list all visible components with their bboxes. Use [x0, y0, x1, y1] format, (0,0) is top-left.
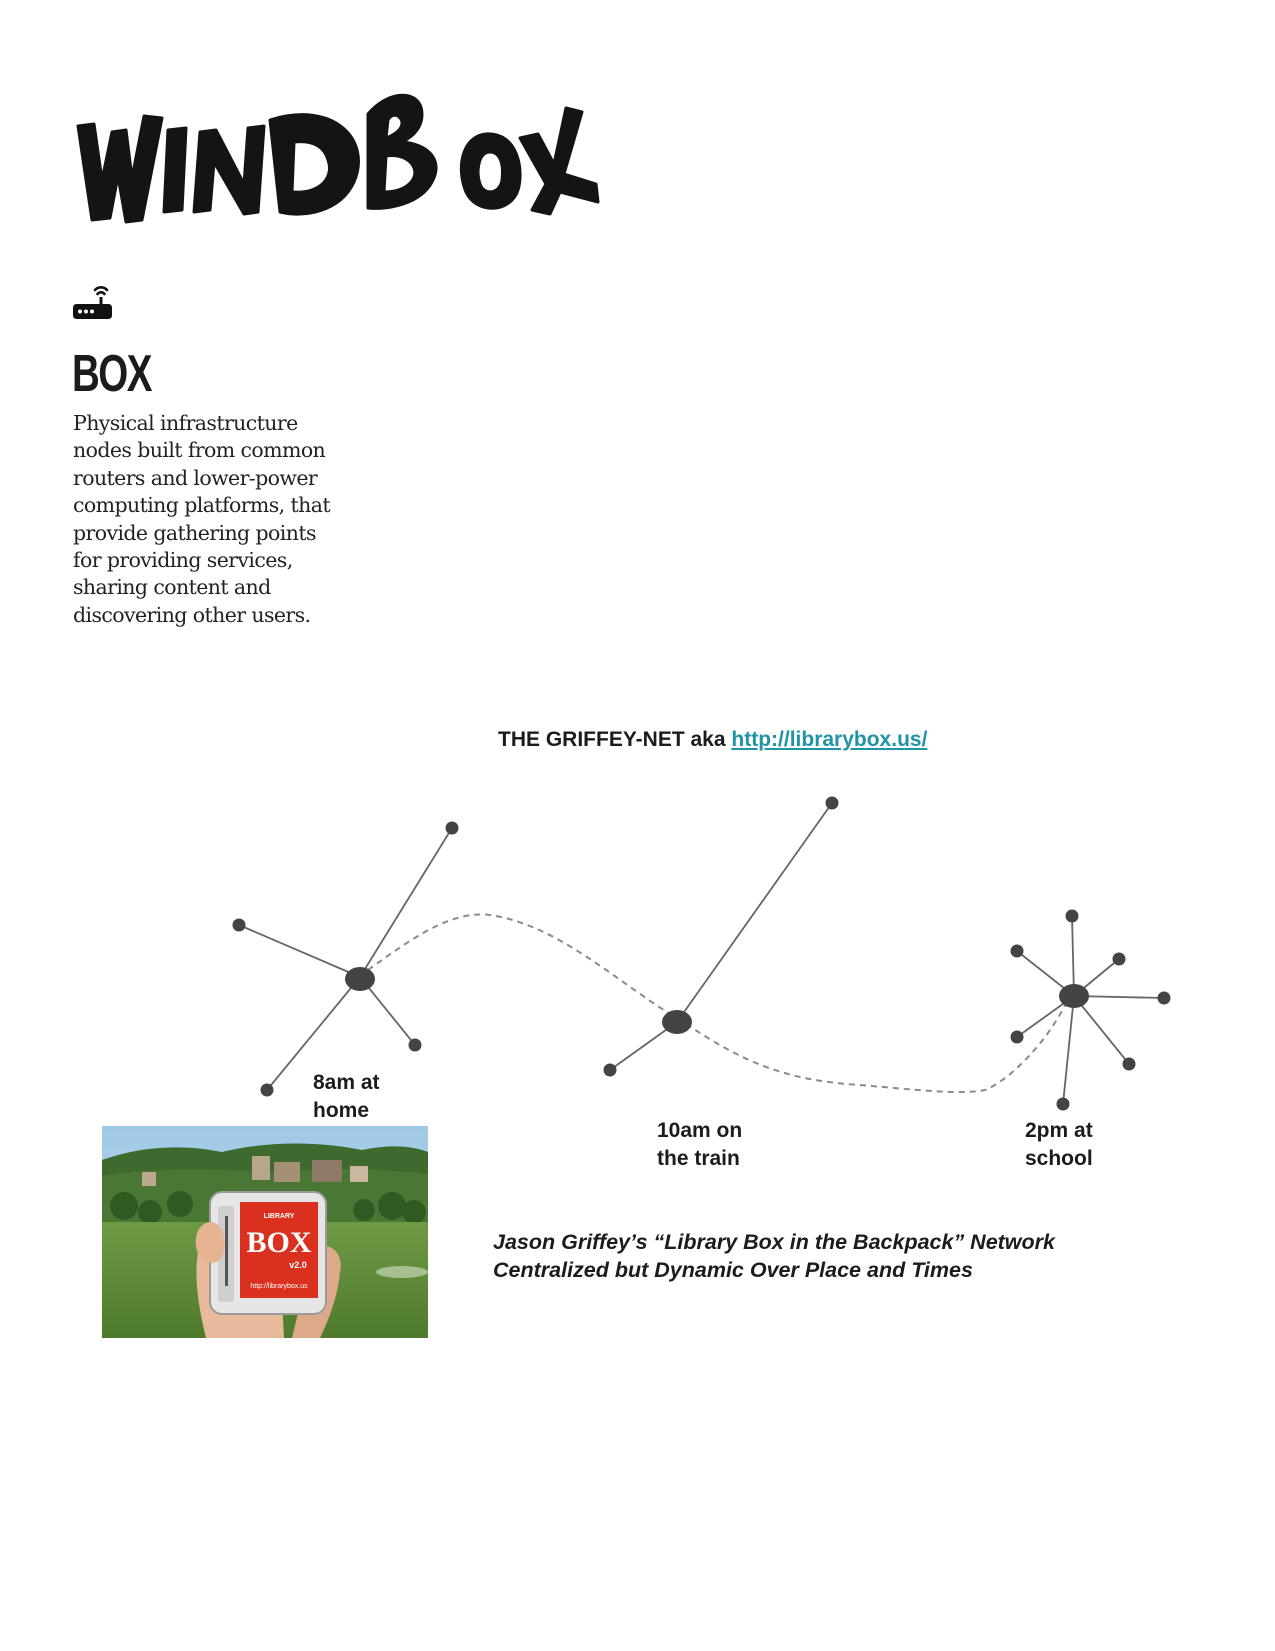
caption-line1: Jason Griffey’s “Library Box in the Back…	[493, 1230, 1055, 1254]
node	[1122, 1057, 1136, 1071]
windbox-logo: WINDBOX	[76, 93, 600, 224]
label-school-line1: 2pm at	[1025, 1119, 1093, 1142]
node	[1157, 991, 1171, 1005]
diagram-heading: THE GRIFFEY-NET aka http://librarybox.us…	[498, 728, 927, 752]
caption-line2: Centralized but Dynamic Over Place and T…	[493, 1258, 973, 1282]
device-version: v2.0	[289, 1260, 307, 1270]
router-icon	[73, 286, 112, 319]
diagram-heading-text: THE GRIFFEY-NET aka	[498, 728, 732, 751]
label-school-line2: school	[1025, 1147, 1093, 1170]
hub-school	[1059, 984, 1089, 1008]
node	[1056, 1097, 1070, 1111]
node	[825, 796, 839, 810]
device-top-label: LIBRARY	[264, 1213, 295, 1220]
node	[260, 1083, 274, 1097]
node	[603, 1063, 617, 1077]
section-title: BOX	[72, 345, 152, 403]
node	[1010, 944, 1024, 958]
librarybox-link[interactable]: http://librarybox.us/	[731, 728, 928, 751]
label-train-line2: the train	[657, 1147, 740, 1170]
label-home-line1: 8am at	[313, 1071, 380, 1094]
node	[232, 918, 246, 932]
device-url: http://librarybox.us	[250, 1283, 308, 1290]
node	[1010, 1030, 1024, 1044]
hub-train	[662, 1010, 692, 1034]
label-train: 10am on the train	[657, 1117, 742, 1173]
node	[1065, 909, 1079, 923]
device-title: BOX	[246, 1226, 311, 1259]
librarybox-photo: LIBRARY BOX v2.0 http://librarybox.us	[102, 1126, 428, 1338]
label-home-line2: home	[313, 1099, 370, 1122]
label-school: 2pm at school	[1025, 1117, 1093, 1173]
diagram-caption: Jason Griffey’s “Library Box in the Back…	[493, 1228, 1133, 1284]
label-train-line1: 10am on	[657, 1119, 743, 1142]
section-description: Physical infrastructure nodes built from…	[73, 411, 331, 627]
label-home: 8am at home	[313, 1069, 380, 1125]
travel-path	[367, 913, 1071, 1094]
node	[408, 1038, 422, 1052]
node	[445, 821, 459, 835]
hub-home	[345, 967, 375, 991]
node	[1112, 952, 1126, 966]
